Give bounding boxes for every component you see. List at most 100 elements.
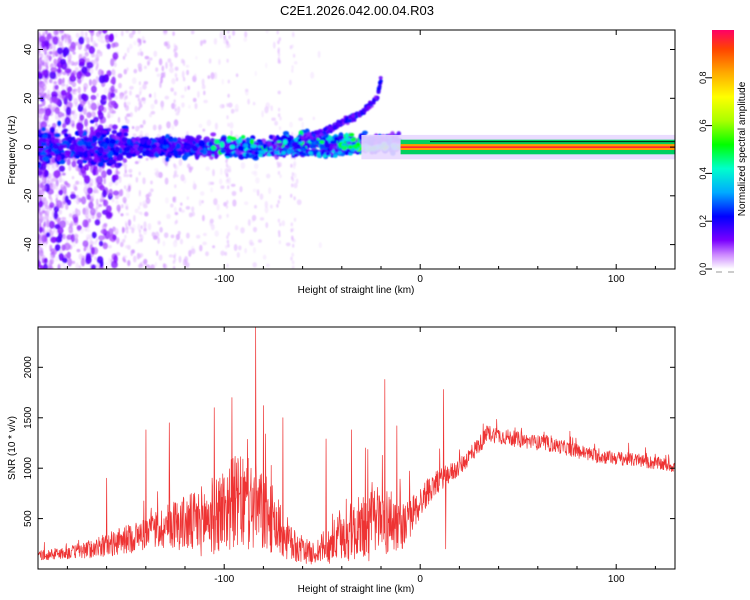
noise-cell bbox=[133, 68, 138, 74]
stripe-cell bbox=[174, 123, 177, 127]
band-cell bbox=[138, 146, 145, 151]
spectrogram-y-axis-label: Frequency (Hz) bbox=[7, 116, 18, 185]
stripe-cell bbox=[278, 195, 282, 200]
branch-cell bbox=[364, 107, 369, 111]
noise-cell bbox=[230, 130, 233, 137]
stripe-cell bbox=[140, 238, 143, 243]
stripe-cell bbox=[292, 31, 295, 36]
noise-cell bbox=[46, 226, 50, 232]
band-cell bbox=[319, 140, 325, 145]
noise-cell bbox=[312, 116, 316, 121]
band-cell bbox=[238, 136, 243, 144]
noise-cell bbox=[298, 117, 303, 121]
noise-cell bbox=[114, 194, 119, 200]
branch-cell bbox=[300, 135, 305, 140]
noise-cell bbox=[158, 124, 162, 130]
edge-cell bbox=[76, 122, 82, 131]
band-cell bbox=[291, 141, 298, 148]
band-cell bbox=[282, 139, 288, 145]
snr-frame bbox=[37, 326, 676, 570]
noise-cell bbox=[38, 117, 42, 124]
stripe-cell bbox=[96, 58, 99, 63]
edge-cell bbox=[90, 264, 97, 269]
spectrogram-x-tick-label: 100 bbox=[608, 274, 625, 285]
noise-cell bbox=[114, 88, 118, 94]
stripe-cell bbox=[291, 235, 294, 240]
band-cell bbox=[59, 158, 66, 165]
stripe-cell bbox=[94, 240, 97, 245]
spectrogram-y-tick-label: -20 bbox=[23, 188, 34, 203]
edge-cell bbox=[64, 68, 72, 74]
band-cell bbox=[137, 154, 143, 159]
noise-cell bbox=[243, 37, 248, 42]
noise-cell bbox=[214, 230, 219, 237]
stripe-cell bbox=[227, 232, 230, 236]
noise-cell bbox=[212, 245, 216, 249]
secondary-branch-cell bbox=[322, 154, 327, 158]
edge-cell bbox=[54, 244, 61, 252]
noise-cell bbox=[103, 87, 108, 94]
band-cell bbox=[350, 137, 357, 142]
noise-cell bbox=[186, 196, 190, 200]
stripe-cell bbox=[226, 173, 229, 178]
noise-cell bbox=[209, 219, 213, 227]
stripe-cell bbox=[225, 159, 228, 164]
edge-cell bbox=[98, 111, 104, 120]
noise-cell bbox=[296, 199, 302, 206]
noise-cell bbox=[40, 92, 45, 97]
transition-cell bbox=[347, 145, 353, 150]
edge-cell bbox=[57, 68, 62, 74]
band-cell bbox=[146, 139, 152, 145]
spectrogram-y-tick-label: 40 bbox=[23, 44, 34, 56]
edge-cell bbox=[58, 252, 64, 261]
noise-cell bbox=[147, 59, 151, 65]
colorbar-tick-label: 0.8 bbox=[698, 72, 708, 85]
colorbar-tick-label: 0.0 bbox=[698, 263, 708, 276]
stripe-cell bbox=[174, 91, 177, 96]
noise-cell bbox=[123, 259, 127, 263]
noise-cell bbox=[97, 35, 102, 42]
noise-cell bbox=[68, 165, 72, 172]
noise-cell bbox=[274, 120, 279, 126]
stripe-cell bbox=[137, 97, 141, 102]
band-cell bbox=[150, 143, 157, 149]
stripe-cell bbox=[123, 185, 127, 190]
edge-cell bbox=[80, 257, 86, 267]
noise-cell bbox=[71, 176, 75, 180]
band-cell bbox=[337, 135, 345, 140]
stripe-cell bbox=[85, 216, 89, 221]
branch-cell bbox=[297, 138, 302, 142]
branch-cell bbox=[347, 118, 352, 123]
band-cell bbox=[194, 154, 200, 160]
stripe-cell bbox=[277, 107, 281, 112]
noise-cell bbox=[167, 58, 172, 63]
edge-cell bbox=[108, 228, 114, 237]
stripe-cell bbox=[174, 51, 178, 56]
noise-cell bbox=[256, 189, 260, 197]
noise-cell bbox=[118, 175, 122, 184]
noise-cell bbox=[180, 209, 185, 213]
stripe-cell bbox=[139, 262, 143, 267]
stripe-cell bbox=[227, 243, 230, 248]
noise-cell bbox=[205, 251, 209, 257]
stripe-cell bbox=[175, 219, 178, 224]
band-cell bbox=[56, 155, 62, 161]
band-cell bbox=[50, 137, 55, 143]
noise-cell bbox=[133, 255, 137, 263]
band-cell bbox=[40, 141, 47, 147]
stripe-cell bbox=[87, 100, 90, 105]
edge-cell bbox=[90, 85, 97, 94]
noise-cell bbox=[142, 40, 146, 44]
stripe-cell bbox=[228, 43, 231, 48]
stripe-cell bbox=[126, 105, 129, 110]
edge-cell bbox=[96, 212, 102, 218]
stripe-cell bbox=[290, 222, 293, 227]
edge-cell bbox=[67, 257, 73, 267]
noise-cell bbox=[244, 31, 248, 38]
noise-cell bbox=[253, 247, 256, 254]
noise-cell bbox=[194, 102, 198, 110]
noise-cell bbox=[199, 244, 203, 252]
noise-cell bbox=[144, 211, 149, 217]
noise-cell bbox=[126, 101, 131, 106]
